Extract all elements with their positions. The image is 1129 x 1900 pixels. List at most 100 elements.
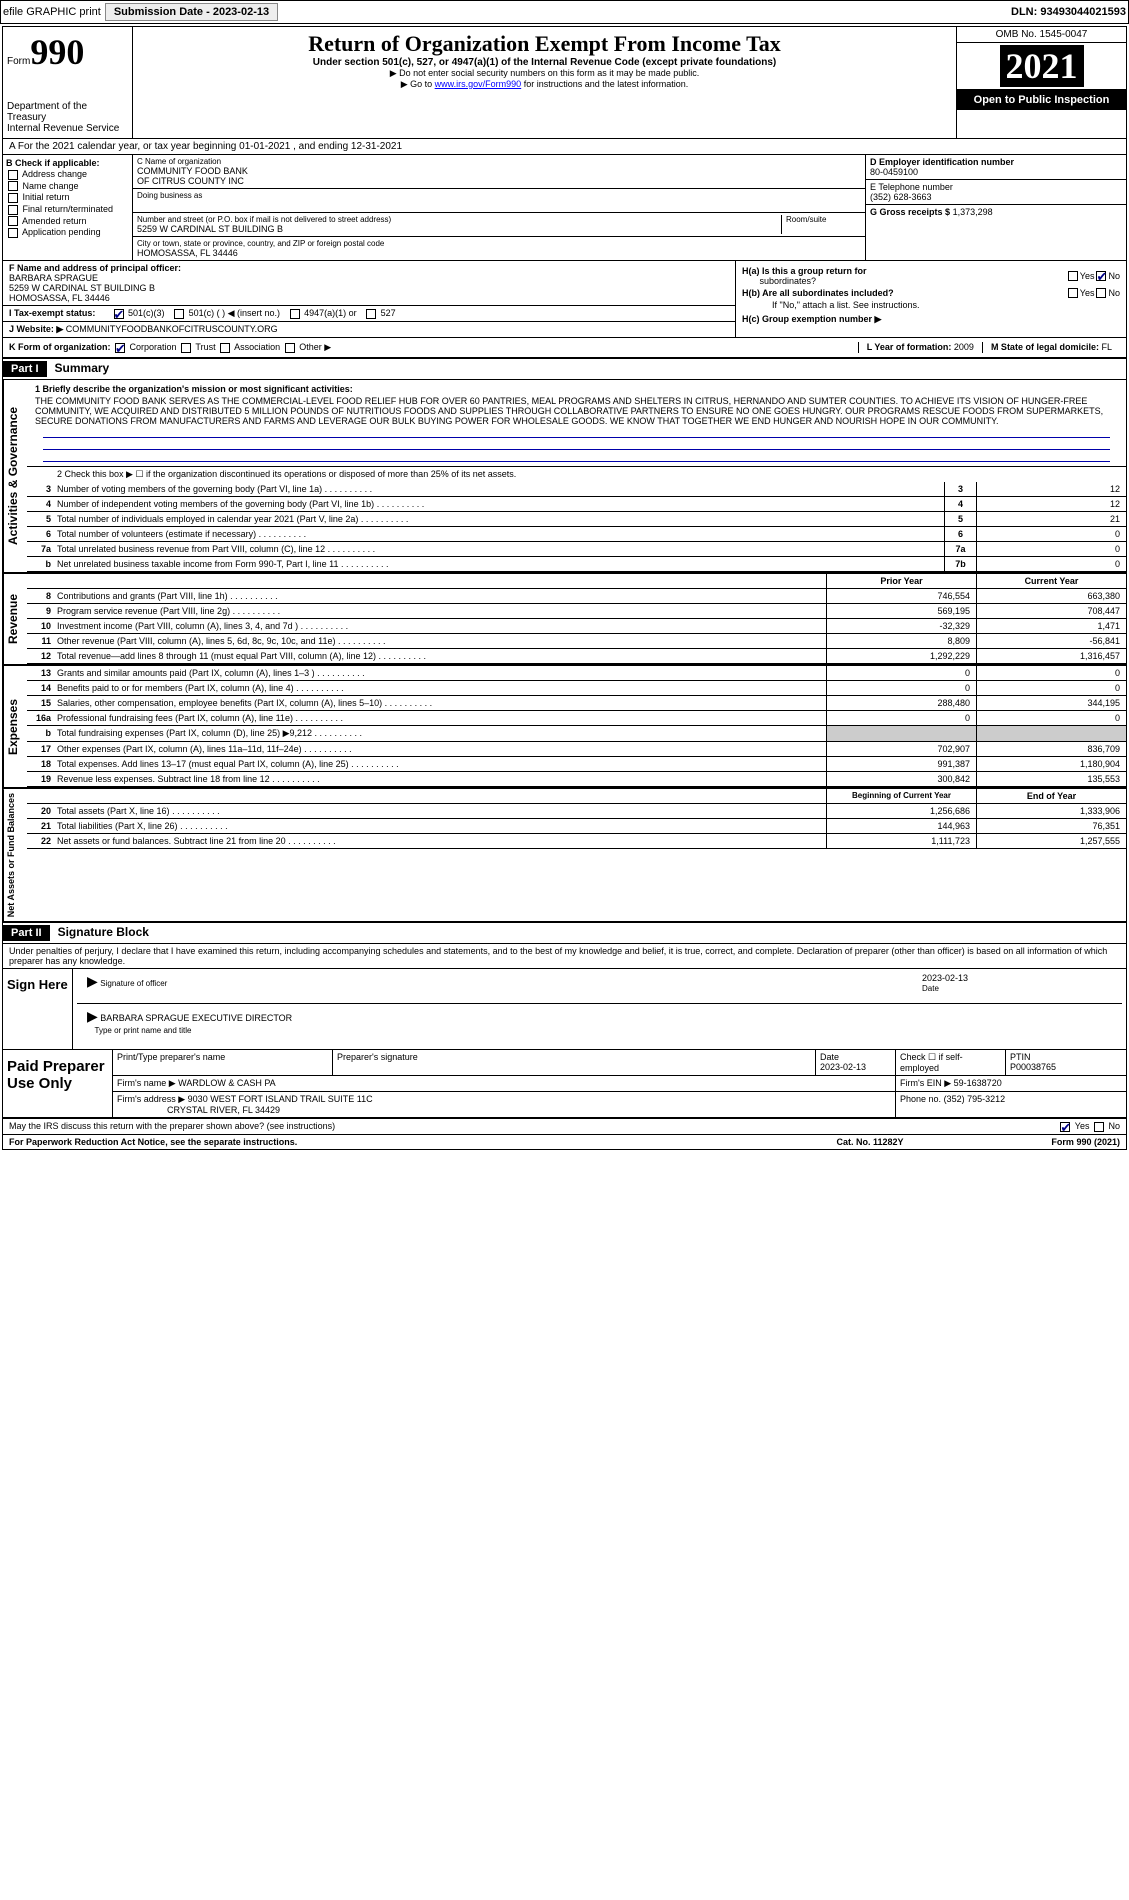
note-link: ▶ Go to www.irs.gov/Form990 for instruct… [137,79,952,90]
c-city: City or town, state or province, country… [133,237,865,260]
ck-final[interactable]: Final return/terminated [6,204,129,215]
ck-501c3[interactable] [114,309,124,319]
f-officer: F Name and address of principal officer:… [3,261,735,306]
line-14: 14 Benefits paid to or for members (Part… [27,681,1126,696]
paid-firm: Firm's name ▶ WARDLOW & CASH PA [113,1076,896,1091]
tab-governance: Activities & Governance [3,380,27,572]
line-15: 15 Salaries, other compensation, employe… [27,696,1126,711]
line-18: 18 Total expenses. Add lines 13–17 (must… [27,757,1126,772]
irs-link[interactable]: www.irs.gov/Form990 [435,79,522,89]
hdr-current: Current Year [976,574,1126,588]
q1-label: 1 Briefly describe the organization's mi… [35,384,353,394]
b-header: B Check if applicable: [6,158,100,168]
line-12: 12 Total revenue—add lines 8 through 11 … [27,649,1126,664]
dln-label: DLN: 93493044021593 [1011,6,1126,18]
c-dba: Doing business as [133,189,865,213]
form-990-big: 990 [30,32,84,72]
netassets-section: Net Assets or Fund Balances Beginning of… [3,789,1126,923]
form-prefix: Form [7,56,30,67]
ha-no[interactable] [1096,271,1106,281]
c-street-val: 5259 W CARDINAL ST BUILDING B [137,224,781,234]
paid-h1: Print/Type preparer's name [113,1050,333,1075]
f-addr1: 5259 W CARDINAL ST BUILDING B [9,283,155,293]
paid-preparer-row: Paid Preparer Use Only Print/Type prepar… [3,1050,1126,1119]
g-value: 1,373,298 [953,207,993,217]
discuss-yes[interactable] [1060,1122,1070,1132]
sign-here-content: ▶ Signature of officer 2023-02-13Date ▶ … [73,969,1126,1049]
sig-name-title: BARBARA SPRAGUE EXECUTIVE DIRECTOR [100,1013,292,1023]
e-phone: E Telephone number (352) 628-3663 [866,180,1126,205]
line-8: 8 Contributions and grants (Part VIII, l… [27,589,1126,604]
expenses-section: Expenses 13 Grants and similar amounts p… [3,666,1126,789]
line-20: 20 Total assets (Part X, line 16) 1,256,… [27,804,1126,819]
footer-bottom: For Paperwork Reduction Act Notice, see … [3,1134,1126,1149]
col-b-checkboxes: B Check if applicable: Address change Na… [3,155,133,260]
ck-pending[interactable]: Application pending [6,227,129,238]
c-street-row: Number and street (or P.O. box if mail i… [133,213,865,237]
sign-here-row: Sign Here ▶ Signature of officer 2023-02… [3,969,1126,1050]
hb-note: If "No," attach a list. See instructions… [742,300,1120,310]
q2-text: 2 Check this box ▶ ☐ if the organization… [55,467,1126,482]
k-assoc[interactable] [220,343,230,353]
paid-h3: Date2023-02-13 [816,1050,896,1075]
hb-yes[interactable] [1068,288,1078,298]
form-number: Form990 [7,31,128,73]
hdr2-current: End of Year [976,789,1126,803]
part2-badge: Part II [3,925,50,941]
hb-line: H(b) Are all subordinates included? Yes … [742,288,1120,298]
blank-1 [43,426,1110,438]
paid-r2: Firm's name ▶ WARDLOW & CASH PA Firm's E… [113,1076,1126,1092]
ck-501c[interactable] [174,309,184,319]
c-room: Room/suite [781,215,861,234]
c-room-label: Room/suite [786,215,861,224]
netassets-hdr: Beginning of Current Year End of Year [27,789,1126,804]
ck-amended[interactable]: Amended return [6,216,129,227]
blank-2 [43,438,1110,450]
note2-post: for instructions and the latest informat… [521,79,688,89]
j-website: J Website: ▶ COMMUNITYFOODBANKOFCITRUSCO… [3,322,735,337]
ck-4947[interactable] [290,309,300,319]
submission-date-button[interactable]: Submission Date - 2023-02-13 [105,3,278,21]
k-corp[interactable] [115,343,125,353]
k-other[interactable] [285,343,295,353]
e-label: E Telephone number [870,182,953,192]
ck-name[interactable]: Name change [6,181,129,192]
tab-expenses: Expenses [3,666,27,787]
ck-address[interactable]: Address change [6,169,129,180]
c-name1: COMMUNITY FOOD BANK [137,166,861,176]
paid-h4: Check ☐ if self-employed [896,1050,1006,1075]
topbar: efile GRAPHIC print Submission Date - 20… [0,0,1129,24]
part2-header: Part II Signature Block [3,923,1126,944]
q2-row: 2 Check this box ▶ ☐ if the organization… [27,467,1126,482]
m-state: M State of legal domicile: FL [982,342,1120,353]
sig-officer-line: ▶ Signature of officer 2023-02-13Date [77,971,1122,1004]
c-name2: OF CITRUS COUNTY INC [137,176,861,186]
netassets-content: Beginning of Current Year End of Year 20… [27,789,1126,921]
part2-title: Signature Block [50,925,149,941]
line-17: 17 Other expenses (Part IX, column (A), … [27,742,1126,757]
ha-yes[interactable] [1068,271,1078,281]
row-a-taxyear: A For the 2021 calendar year, or tax yea… [3,139,1126,155]
expenses-content: 13 Grants and similar amounts paid (Part… [27,666,1126,787]
form-title: Return of Organization Exempt From Incom… [137,31,952,57]
discuss-no[interactable] [1094,1122,1104,1132]
ck-527[interactable] [366,309,376,319]
ck-initial[interactable]: Initial return [6,192,129,203]
dept-treasury: Department of the Treasury [7,101,128,123]
line-19: 19 Revenue less expenses. Subtract line … [27,772,1126,787]
summary-line-5: 5 Total number of individuals employed i… [27,512,1126,527]
hdr-prior: Prior Year [826,574,976,588]
note2-pre: ▶ Go to [401,79,435,89]
col-c-orginfo: C Name of organization COMMUNITY FOOD BA… [133,155,866,260]
k-trust[interactable] [181,343,191,353]
col-deg: D Employer identification number 80-0459… [866,155,1126,260]
h-group: H(a) Is this a group return for subordin… [736,261,1126,337]
omb-number: OMB No. 1545-0047 [957,27,1126,43]
j-label: J Website: ▶ [9,324,63,334]
year-wrap: 2021 [957,43,1126,90]
hb-no[interactable] [1096,288,1106,298]
header-mid: Return of Organization Exempt From Incom… [133,27,956,138]
part1-title: Summary [47,361,110,377]
paid-phone: Phone no. (352) 795-3212 [896,1092,1126,1117]
paid-ein: Firm's EIN ▶ 59-1638720 [896,1076,1126,1091]
